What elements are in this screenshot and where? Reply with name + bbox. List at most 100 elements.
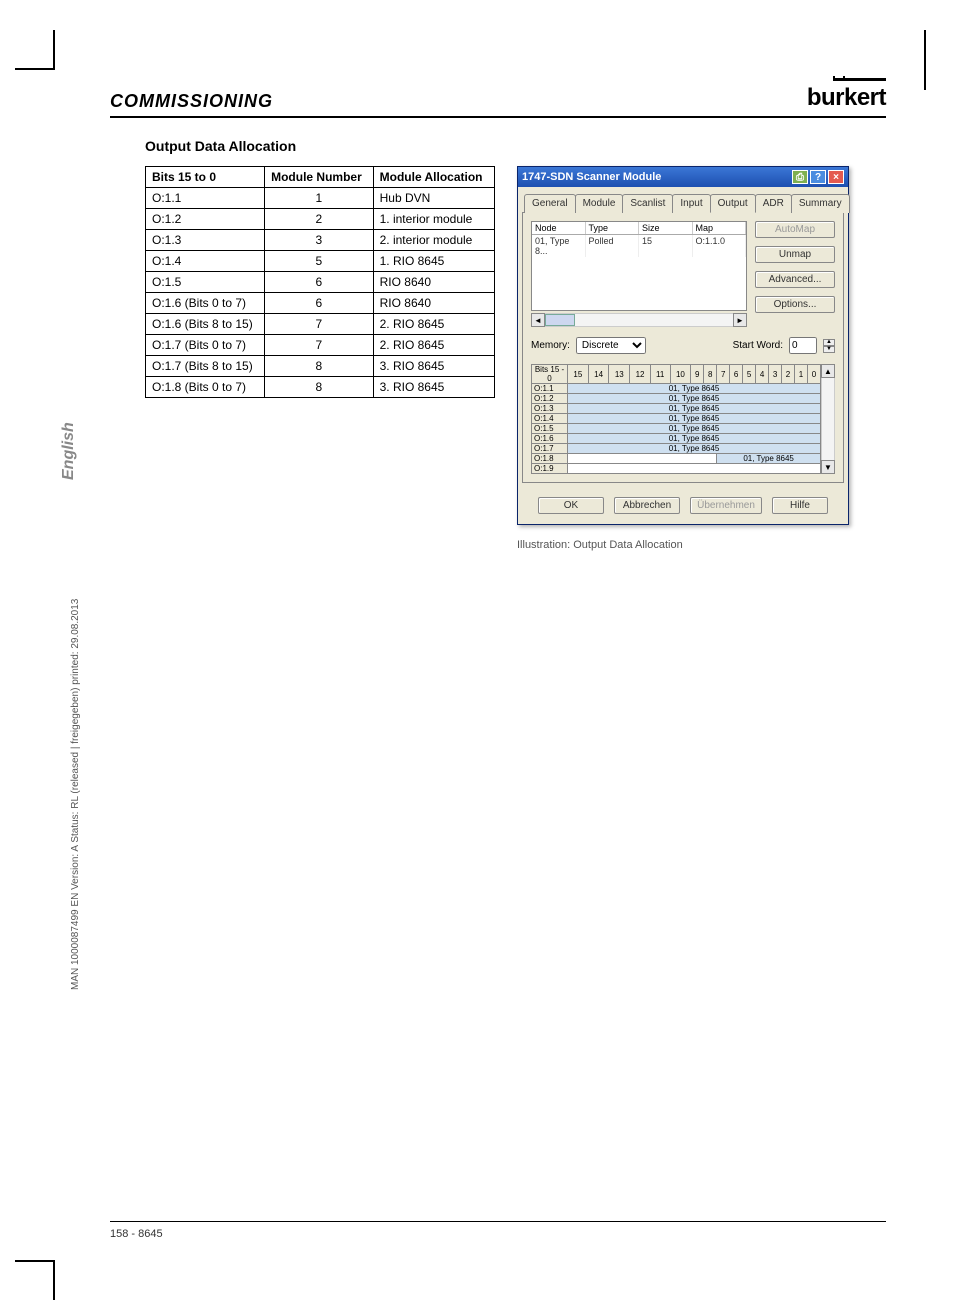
bit-col: 8 [704, 365, 717, 384]
table-cell: Hub DVN [373, 188, 494, 209]
startword-input[interactable] [789, 337, 817, 354]
memory-select[interactable]: Discrete [576, 337, 646, 354]
table-cell: 6 [265, 272, 374, 293]
scroll-right-icon[interactable]: ► [733, 313, 747, 327]
bitmap-row-label: O:1.6 [532, 434, 568, 444]
advanced-button[interactable]: Advanced... [755, 271, 835, 288]
allocation-table: Bits 15 to 0Module NumberModule Allocati… [145, 166, 495, 398]
startword-label: Start Word: [733, 340, 783, 351]
horizontal-scrollbar[interactable]: ◄ ► [531, 313, 747, 327]
tab-input[interactable]: Input [672, 194, 710, 213]
bit-col: 14 [588, 365, 609, 384]
memory-label: Memory: [531, 340, 570, 351]
bitmap-span: 01, Type 8645 [568, 424, 821, 434]
help-icon[interactable]: ? [810, 170, 826, 184]
tab-scanlist[interactable]: Scanlist [622, 194, 673, 213]
bitmap-row: O:1.401, Type 8645 [532, 414, 821, 424]
table-row: O:1.6 (Bits 8 to 15)72. RIO 8645 [146, 314, 495, 335]
table-cell: O:1.7 (Bits 8 to 15) [146, 356, 265, 377]
bitmap-row: O:1.701, Type 8645 [532, 444, 821, 454]
table-cell: O:1.1 [146, 188, 265, 209]
tab-summary[interactable]: Summary [791, 194, 850, 213]
table-row: O:1.8 (Bits 0 to 7)83. RIO 8645 [146, 377, 495, 398]
automap-button[interactable]: AutoMap [755, 221, 835, 238]
bit-col: 9 [691, 365, 704, 384]
table-cell: 7 [265, 335, 374, 356]
unmap-button[interactable]: Unmap [755, 246, 835, 263]
table-cell: 8 [265, 377, 374, 398]
section-title: COMMISSIONING [110, 91, 273, 112]
node-cell: O:1.1.0 [693, 235, 747, 257]
apply-button[interactable]: Übernehmen [690, 497, 762, 514]
tab-general[interactable]: General [524, 194, 576, 213]
table-cell: 5 [265, 251, 374, 272]
bit-col: 10 [670, 365, 691, 384]
bitmap-row-label: O:1.2 [532, 394, 568, 404]
table-cell: 2. RIO 8645 [373, 335, 494, 356]
bitmap-row-label: O:1.8 [532, 454, 568, 464]
bitmap-row: O:1.201, Type 8645 [532, 394, 821, 404]
bitmap-row: O:1.101, Type 8645 [532, 384, 821, 394]
tab-adr[interactable]: ADR [755, 194, 792, 213]
node-listbox[interactable]: NodeTypeSizeMap 01, Type 8...Polled15O:1… [531, 221, 747, 311]
options-button[interactable]: Options... [755, 296, 835, 313]
scroll-up-icon[interactable]: ▲ [821, 364, 835, 378]
table-cell: 7 [265, 314, 374, 335]
table-row: O:1.7 (Bits 8 to 15)83. RIO 8645 [146, 356, 495, 377]
table-row: O:1.221. interior module [146, 209, 495, 230]
scroll-down-icon[interactable]: ▼ [821, 460, 835, 474]
bitmap-row-label: O:1.9 [532, 464, 568, 474]
bitmap-span: 01, Type 8645 [568, 404, 821, 414]
tab-output[interactable]: Output [710, 194, 756, 213]
table-row: O:1.451. RIO 8645 [146, 251, 495, 272]
bit-col: 7 [717, 365, 730, 384]
side-metadata: MAN 1000087499 EN Version: A Status: RL … [70, 599, 81, 990]
table-cell: RIO 8640 [373, 272, 494, 293]
bitmap-span: 01, Type 8645 [717, 454, 821, 464]
node-cell: 15 [639, 235, 693, 257]
table-row: O:1.332. interior module [146, 230, 495, 251]
table-cell: O:1.4 [146, 251, 265, 272]
table-header: Module Allocation [373, 167, 494, 188]
table-row: O:1.7 (Bits 0 to 7)72. RIO 8645 [146, 335, 495, 356]
tab-module[interactable]: Module [575, 194, 624, 213]
table-cell: 2 [265, 209, 374, 230]
bit-col: 5 [743, 365, 756, 384]
help-button[interactable]: Hilfe [772, 497, 828, 514]
bitmap-row: O:1.301, Type 8645 [532, 404, 821, 414]
table-cell: O:1.6 (Bits 0 to 7) [146, 293, 265, 314]
table-header: Module Number [265, 167, 374, 188]
bitmap-span: 01, Type 8645 [568, 384, 821, 394]
bit-col: 2 [782, 365, 795, 384]
bit-col: 6 [730, 365, 743, 384]
bitmap-row-label: O:1.7 [532, 444, 568, 454]
figure-caption: Illustration: Output Data Allocation [517, 539, 849, 551]
bitmap-empty [568, 464, 821, 474]
ok-button[interactable]: OK [538, 497, 604, 514]
bit-col: 4 [756, 365, 769, 384]
node-cell: Polled [586, 235, 640, 257]
table-header: Bits 15 to 0 [146, 167, 265, 188]
table-cell: 3. RIO 8645 [373, 356, 494, 377]
close-icon[interactable]: × [828, 170, 844, 184]
logo-burkert: burkert [807, 78, 886, 112]
bitmap-span: 01, Type 8645 [568, 444, 821, 454]
bitmap-row-label: O:1.1 [532, 384, 568, 394]
crop-mark-tl [15, 30, 55, 70]
bitmap-row: O:1.501, Type 8645 [532, 424, 821, 434]
table-cell: 6 [265, 293, 374, 314]
print-icon[interactable]: ⎙ [792, 170, 808, 184]
dialog-tabs: GeneralModuleScanlistInputOutputADRSumma… [518, 187, 848, 212]
scroll-left-icon[interactable]: ◄ [531, 313, 545, 327]
node-cell: 01, Type 8... [532, 235, 586, 257]
bit-col: 3 [769, 365, 782, 384]
bitmap-row: O:1.8 01, Type 8645 [532, 454, 821, 464]
table-cell: O:1.7 (Bits 0 to 7) [146, 335, 265, 356]
bitmap-empty [568, 454, 717, 464]
bit-col: 13 [609, 365, 630, 384]
cancel-button[interactable]: Abbrechen [614, 497, 680, 514]
subheading: Output Data Allocation [145, 138, 886, 154]
dialog-title: 1747-SDN Scanner Module [522, 171, 661, 183]
startword-spinner[interactable]: ▲▼ [823, 339, 835, 353]
table-cell: RIO 8640 [373, 293, 494, 314]
